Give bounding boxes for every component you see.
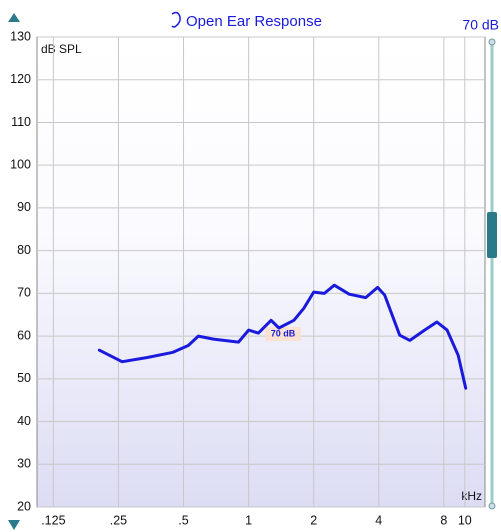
x-tick-label: 10 xyxy=(458,513,472,527)
y-tick-label: 90 xyxy=(17,200,31,214)
y-tick-label: 30 xyxy=(17,457,31,471)
ear-icon xyxy=(171,11,181,28)
y-tick-label: 130 xyxy=(10,29,31,43)
x-tick-label: .5 xyxy=(178,513,188,527)
level-label: 70 dB xyxy=(462,17,499,33)
slider-knob[interactable] xyxy=(487,212,497,258)
x-tick-label: 8 xyxy=(440,513,447,527)
x-tick-label: .125 xyxy=(41,513,65,527)
y-tick-label: 40 xyxy=(17,414,31,428)
x-tick-label: 1 xyxy=(245,513,252,527)
scroll-down[interactable] xyxy=(8,520,20,530)
x-tick-label: .25 xyxy=(110,513,127,527)
slider-end xyxy=(488,38,496,46)
x-tick-label: 4 xyxy=(375,513,382,527)
chart-title: Open Ear Response xyxy=(186,13,322,30)
annotation-box xyxy=(265,327,301,341)
x-axis-label: kHz xyxy=(461,489,482,503)
scroll-up[interactable] xyxy=(8,13,20,22)
response-curve xyxy=(97,283,468,390)
y-tick-label: 20 xyxy=(17,499,31,513)
y-tick-label: 50 xyxy=(17,371,31,385)
slider-end xyxy=(488,502,496,510)
x-tick-label: 2 xyxy=(310,513,317,527)
y-tick-label: 60 xyxy=(17,328,31,342)
y-axis-label: dB SPL xyxy=(41,42,82,56)
y-tick-label: 100 xyxy=(10,157,31,171)
y-tick-label: 120 xyxy=(10,72,31,86)
y-tick-label: 110 xyxy=(11,115,31,129)
y-tick-label: 80 xyxy=(17,243,31,257)
y-tick-label: 70 xyxy=(17,286,31,300)
plot-area xyxy=(36,36,486,508)
annotation: 70 dB xyxy=(271,328,296,338)
